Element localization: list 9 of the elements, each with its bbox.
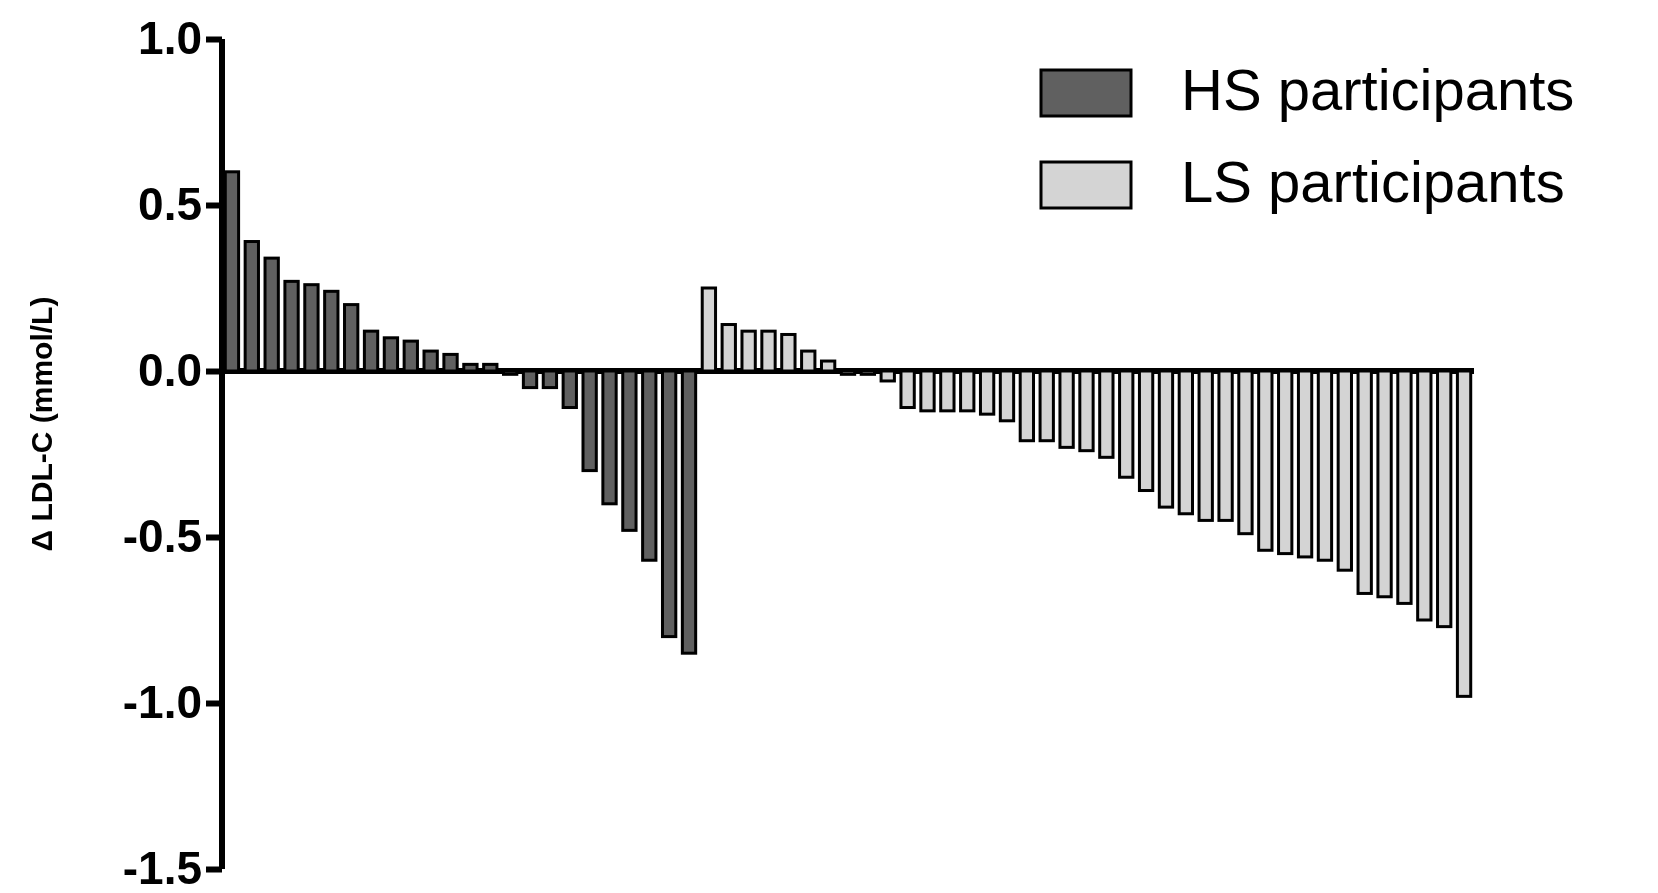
y-tick-label: 1.0 (138, 12, 202, 65)
y-tick-label: -1.0 (122, 676, 202, 729)
y-axis-title: Δ LDL-C (mmol/L) (25, 296, 58, 552)
legend-label: HS participants (1181, 57, 1575, 122)
y-tick-label: 0.0 (138, 344, 202, 397)
legend-label: LS participants (1181, 149, 1565, 214)
y-tick-label: -1.5 (122, 842, 202, 893)
y-tick-label: 0.5 (138, 178, 202, 231)
y-tick-label: -0.5 (122, 510, 202, 563)
